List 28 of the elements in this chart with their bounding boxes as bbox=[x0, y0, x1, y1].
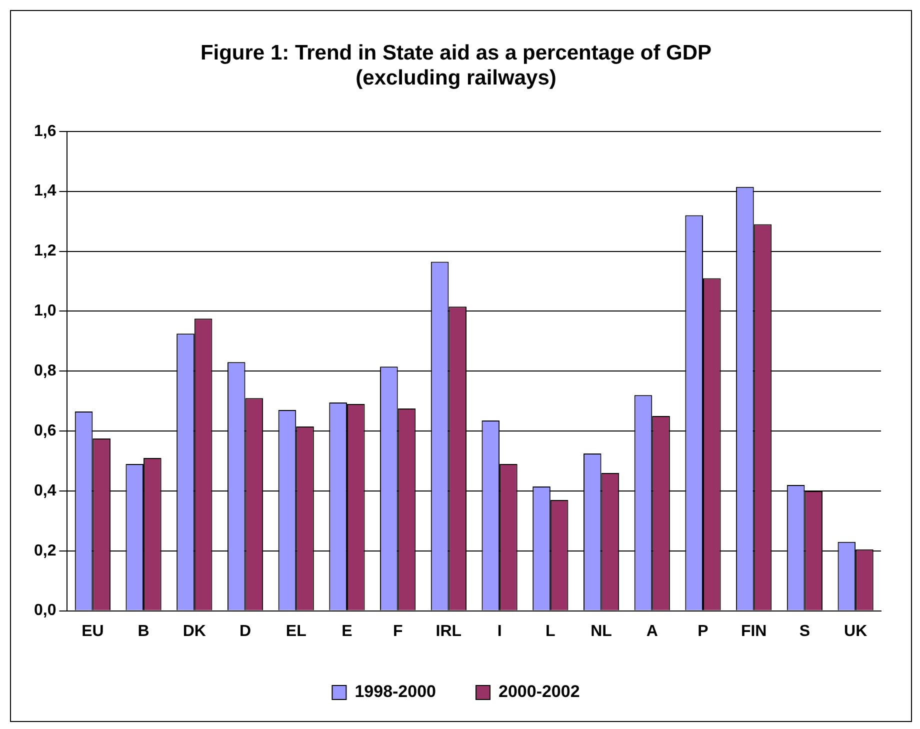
y-tick-label: 1,6 bbox=[34, 122, 56, 140]
x-tick-label: DK bbox=[182, 622, 206, 640]
x-tick-label: UK bbox=[844, 622, 868, 640]
y-tick-label: 0,6 bbox=[34, 422, 56, 440]
y-tick-label: 1,0 bbox=[34, 302, 56, 320]
x-tick-label: F bbox=[392, 622, 403, 640]
y-tick-label: 1,4 bbox=[34, 182, 56, 200]
y-tick-label: 1,2 bbox=[34, 242, 56, 260]
y-tick-label: 0,0 bbox=[34, 602, 56, 620]
x-tick-label: I bbox=[497, 622, 502, 640]
x-tick-label: NL bbox=[590, 622, 612, 640]
y-tick-label: 0,8 bbox=[34, 362, 56, 380]
y-tick-label: 0,4 bbox=[34, 482, 56, 500]
x-tick-label: D bbox=[239, 622, 252, 640]
legend-label: 1998-2000 bbox=[354, 682, 436, 702]
x-tick-label: S bbox=[799, 622, 810, 640]
x-tick-label: FIN bbox=[740, 622, 767, 640]
x-tick-label: P bbox=[698, 622, 709, 640]
legend-label: 2000-2002 bbox=[498, 682, 580, 702]
x-tick-label: E bbox=[342, 622, 353, 640]
x-tick-label: EU bbox=[82, 622, 104, 640]
x-tick-label: L bbox=[546, 622, 556, 640]
x-tick-label: EL bbox=[286, 622, 307, 640]
chart-title: Figure 1: Trend in State aid as a percentage of GDP (excluding railways) bbox=[200, 41, 712, 90]
x-tick-label: A bbox=[646, 622, 658, 640]
x-tick-label: IRL bbox=[436, 622, 462, 640]
x-tick-label: B bbox=[138, 622, 150, 640]
y-tick-label: 0,2 bbox=[34, 542, 56, 560]
